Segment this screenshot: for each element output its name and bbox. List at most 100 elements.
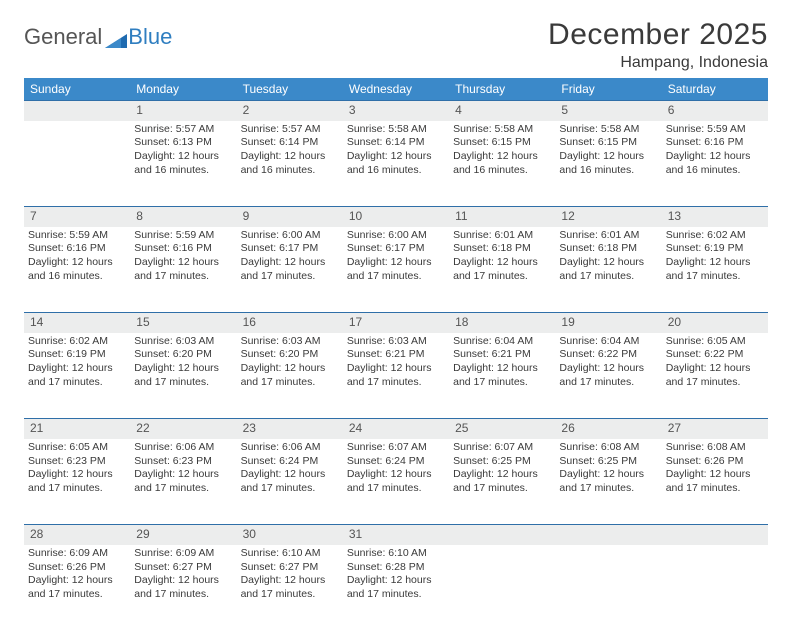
weekday-header: Wednesday: [343, 78, 449, 101]
day-cell: [555, 545, 661, 631]
sun-info: Sunrise: 6:03 AMSunset: 6:20 PMDaylight:…: [134, 333, 232, 390]
location-label: Hampang, Indonesia: [548, 54, 768, 72]
day-number: 11: [449, 207, 555, 227]
sun-info: Sunrise: 6:02 AMSunset: 6:19 PMDaylight:…: [666, 227, 764, 284]
day-cell: Sunrise: 6:02 AMSunset: 6:19 PMDaylight:…: [662, 227, 768, 313]
day-number: 23: [237, 419, 343, 439]
day-number-row: 28293031: [24, 525, 768, 545]
day-cell: Sunrise: 6:09 AMSunset: 6:26 PMDaylight:…: [24, 545, 130, 631]
sun-info: Sunrise: 6:00 AMSunset: 6:17 PMDaylight:…: [347, 227, 445, 284]
sun-info: Sunrise: 6:05 AMSunset: 6:23 PMDaylight:…: [28, 439, 126, 496]
day-content-row: Sunrise: 6:09 AMSunset: 6:26 PMDaylight:…: [24, 545, 768, 631]
day-cell: Sunrise: 5:57 AMSunset: 6:14 PMDaylight:…: [237, 121, 343, 207]
sun-info: Sunrise: 6:06 AMSunset: 6:23 PMDaylight:…: [134, 439, 232, 496]
day-cell: Sunrise: 5:59 AMSunset: 6:16 PMDaylight:…: [130, 227, 236, 313]
day-number: 26: [555, 419, 661, 439]
day-cell: Sunrise: 5:58 AMSunset: 6:15 PMDaylight:…: [555, 121, 661, 207]
sun-info: Sunrise: 6:03 AMSunset: 6:21 PMDaylight:…: [347, 333, 445, 390]
day-number: 3: [343, 101, 449, 121]
day-cell: Sunrise: 6:06 AMSunset: 6:24 PMDaylight:…: [237, 439, 343, 525]
day-number: 29: [130, 525, 236, 545]
calendar-page: General Blue December 2025 Hampang, Indo…: [0, 0, 792, 631]
sun-info: Sunrise: 6:03 AMSunset: 6:20 PMDaylight:…: [241, 333, 339, 390]
day-cell: Sunrise: 6:03 AMSunset: 6:20 PMDaylight:…: [237, 333, 343, 419]
sun-info: Sunrise: 5:58 AMSunset: 6:14 PMDaylight:…: [347, 121, 445, 178]
day-cell: Sunrise: 6:07 AMSunset: 6:25 PMDaylight:…: [449, 439, 555, 525]
day-number: 18: [449, 313, 555, 333]
day-cell: Sunrise: 6:08 AMSunset: 6:25 PMDaylight:…: [555, 439, 661, 525]
brand-logo: General Blue: [24, 18, 172, 50]
day-cell: Sunrise: 6:00 AMSunset: 6:17 PMDaylight:…: [237, 227, 343, 313]
weekday-header: Thursday: [449, 78, 555, 101]
day-cell: Sunrise: 6:10 AMSunset: 6:27 PMDaylight:…: [237, 545, 343, 631]
calendar-table: Sunday Monday Tuesday Wednesday Thursday…: [24, 78, 768, 631]
weekday-header: Tuesday: [237, 78, 343, 101]
day-cell: Sunrise: 6:05 AMSunset: 6:22 PMDaylight:…: [662, 333, 768, 419]
sun-info: Sunrise: 6:08 AMSunset: 6:26 PMDaylight:…: [666, 439, 764, 496]
sun-info: Sunrise: 5:57 AMSunset: 6:13 PMDaylight:…: [134, 121, 232, 178]
day-number: 16: [237, 313, 343, 333]
sun-info: Sunrise: 6:01 AMSunset: 6:18 PMDaylight:…: [453, 227, 551, 284]
day-cell: Sunrise: 6:08 AMSunset: 6:26 PMDaylight:…: [662, 439, 768, 525]
day-number: 25: [449, 419, 555, 439]
day-number: 13: [662, 207, 768, 227]
day-number: 1: [130, 101, 236, 121]
day-cell: Sunrise: 5:58 AMSunset: 6:14 PMDaylight:…: [343, 121, 449, 207]
sun-info: Sunrise: 6:07 AMSunset: 6:25 PMDaylight:…: [453, 439, 551, 496]
day-cell: Sunrise: 5:57 AMSunset: 6:13 PMDaylight:…: [130, 121, 236, 207]
day-cell: [24, 121, 130, 207]
sun-info: Sunrise: 6:01 AMSunset: 6:18 PMDaylight:…: [559, 227, 657, 284]
day-number: 20: [662, 313, 768, 333]
day-cell: Sunrise: 6:04 AMSunset: 6:22 PMDaylight:…: [555, 333, 661, 419]
day-number: [555, 525, 661, 545]
sun-info: Sunrise: 6:09 AMSunset: 6:27 PMDaylight:…: [134, 545, 232, 602]
day-number-row: 14151617181920: [24, 313, 768, 333]
day-cell: Sunrise: 6:04 AMSunset: 6:21 PMDaylight:…: [449, 333, 555, 419]
day-number-row: 78910111213: [24, 207, 768, 227]
day-cell: Sunrise: 6:03 AMSunset: 6:20 PMDaylight:…: [130, 333, 236, 419]
day-number: 4: [449, 101, 555, 121]
day-cell: Sunrise: 6:09 AMSunset: 6:27 PMDaylight:…: [130, 545, 236, 631]
day-content-row: Sunrise: 5:57 AMSunset: 6:13 PMDaylight:…: [24, 121, 768, 207]
day-cell: [662, 545, 768, 631]
day-number: 7: [24, 207, 130, 227]
day-cell: Sunrise: 6:00 AMSunset: 6:17 PMDaylight:…: [343, 227, 449, 313]
day-number: 2: [237, 101, 343, 121]
day-cell: Sunrise: 6:06 AMSunset: 6:23 PMDaylight:…: [130, 439, 236, 525]
day-number-row: 21222324252627: [24, 419, 768, 439]
day-number: 19: [555, 313, 661, 333]
day-content-row: Sunrise: 5:59 AMSunset: 6:16 PMDaylight:…: [24, 227, 768, 313]
sun-info: Sunrise: 6:06 AMSunset: 6:24 PMDaylight:…: [241, 439, 339, 496]
day-number: 27: [662, 419, 768, 439]
sun-info: Sunrise: 6:09 AMSunset: 6:26 PMDaylight:…: [28, 545, 126, 602]
day-cell: Sunrise: 5:58 AMSunset: 6:15 PMDaylight:…: [449, 121, 555, 207]
day-number: 8: [130, 207, 236, 227]
sun-info: Sunrise: 5:59 AMSunset: 6:16 PMDaylight:…: [28, 227, 126, 284]
day-number: 24: [343, 419, 449, 439]
day-cell: Sunrise: 6:05 AMSunset: 6:23 PMDaylight:…: [24, 439, 130, 525]
day-number: 17: [343, 313, 449, 333]
day-cell: Sunrise: 6:01 AMSunset: 6:18 PMDaylight:…: [449, 227, 555, 313]
day-cell: Sunrise: 6:03 AMSunset: 6:21 PMDaylight:…: [343, 333, 449, 419]
day-number: 14: [24, 313, 130, 333]
day-number: 10: [343, 207, 449, 227]
day-cell: [449, 545, 555, 631]
day-number: 21: [24, 419, 130, 439]
sun-info: Sunrise: 6:04 AMSunset: 6:21 PMDaylight:…: [453, 333, 551, 390]
sun-info: Sunrise: 5:59 AMSunset: 6:16 PMDaylight:…: [134, 227, 232, 284]
day-number: 12: [555, 207, 661, 227]
day-cell: Sunrise: 5:59 AMSunset: 6:16 PMDaylight:…: [24, 227, 130, 313]
sun-info: Sunrise: 5:59 AMSunset: 6:16 PMDaylight:…: [666, 121, 764, 178]
day-cell: Sunrise: 6:01 AMSunset: 6:18 PMDaylight:…: [555, 227, 661, 313]
sun-info: Sunrise: 6:05 AMSunset: 6:22 PMDaylight:…: [666, 333, 764, 390]
day-cell: Sunrise: 5:59 AMSunset: 6:16 PMDaylight:…: [662, 121, 768, 207]
month-title: December 2025: [548, 18, 768, 52]
brand-part2: Blue: [128, 24, 172, 50]
brand-part1: General: [24, 24, 102, 50]
day-number: 28: [24, 525, 130, 545]
weekday-header: Saturday: [662, 78, 768, 101]
day-number: [662, 525, 768, 545]
header: General Blue December 2025 Hampang, Indo…: [24, 18, 768, 72]
sun-info: Sunrise: 6:04 AMSunset: 6:22 PMDaylight:…: [559, 333, 657, 390]
day-number: 15: [130, 313, 236, 333]
